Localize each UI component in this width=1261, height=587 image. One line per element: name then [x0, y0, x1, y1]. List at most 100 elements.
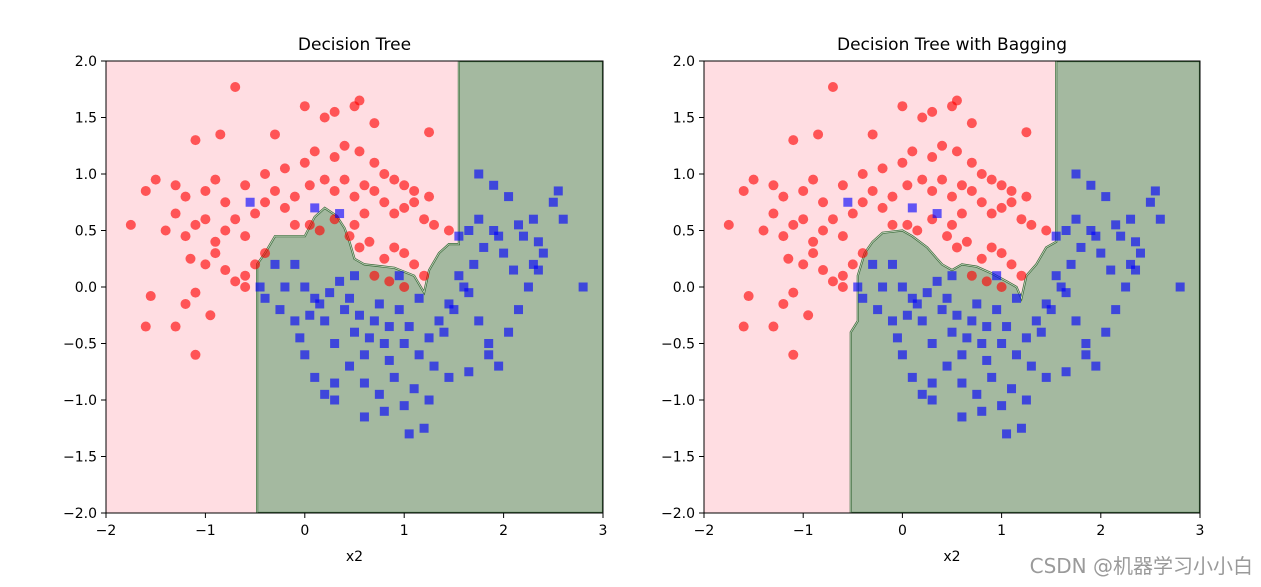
data-point-square [1071, 169, 1081, 179]
y-tick-label: 0.0 [673, 280, 695, 296]
data-point-square [330, 339, 340, 348]
data-point-circle [951, 242, 962, 253]
data-point-circle [359, 208, 370, 219]
data-point-circle [1016, 214, 1027, 225]
data-point-circle [125, 219, 136, 230]
data-point-square [404, 322, 414, 332]
data-point-circle [907, 146, 918, 157]
data-point-circle [200, 214, 211, 225]
data-point-square [340, 305, 350, 315]
data-point-square [310, 372, 320, 382]
data-point-circle [364, 236, 375, 247]
data-point-square [992, 271, 1002, 281]
data-point-square [359, 412, 369, 422]
data-point-square [957, 412, 967, 422]
data-point-circle [399, 248, 410, 259]
data-point-circle [837, 270, 848, 281]
data-point-square [379, 406, 389, 416]
data-point-circle [996, 248, 1007, 259]
data-point-circle [867, 185, 878, 196]
data-point-circle [956, 208, 967, 219]
data-point-circle [758, 225, 769, 236]
data-point-circle [190, 349, 201, 360]
data-point-square [1121, 282, 1131, 292]
data-point-circle [1041, 225, 1052, 236]
x-tick-label: −2 [96, 523, 117, 539]
data-point-circle [996, 202, 1007, 213]
x-tick-label: 0 [898, 523, 907, 539]
data-point-circle [230, 214, 241, 225]
data-point-circle [818, 225, 829, 236]
data-point-circle [419, 214, 430, 225]
data-point-circle [369, 118, 380, 129]
data-point-square [419, 423, 429, 433]
data-point-circle [917, 174, 928, 185]
data-point-square [414, 293, 424, 303]
data-point-circle [788, 219, 799, 230]
y-tick-label: −1.5 [63, 450, 97, 466]
data-point-square [1091, 361, 1101, 371]
data-point-square [389, 372, 399, 382]
data-point-circle [1021, 191, 1032, 202]
data-point-circle [947, 219, 957, 230]
data-point-square [295, 333, 305, 343]
data-point-circle [319, 112, 330, 123]
data-point-square [992, 305, 1002, 315]
y-tick-label: 1.5 [75, 111, 97, 127]
data-point-circle [788, 349, 799, 360]
data-point-circle [339, 174, 350, 185]
data-point-circle [818, 197, 829, 208]
y-tick-label: −0.5 [63, 337, 97, 353]
data-point-square [528, 214, 538, 224]
data-point-circle [961, 236, 972, 247]
data-point-circle [827, 276, 838, 287]
data-point-square [887, 259, 897, 269]
data-point-circle [389, 208, 400, 219]
data-point-square [1111, 305, 1121, 315]
data-point-circle [966, 185, 977, 196]
y-tick-label: −0.5 [661, 337, 695, 353]
data-point-circle [897, 157, 908, 168]
data-point-square [1116, 231, 1126, 241]
data-point-circle [170, 180, 181, 191]
data-point-square [518, 231, 528, 241]
data-point-circle [339, 140, 350, 151]
data-point-circle [200, 185, 211, 196]
data-point-circle [349, 219, 360, 230]
data-point-square [399, 339, 409, 348]
data-point-square [345, 293, 355, 303]
data-point-circle [917, 112, 928, 123]
data-point-circle [808, 248, 819, 259]
data-point-circle [837, 231, 848, 242]
data-point-square [1026, 361, 1036, 371]
data-point-square [310, 293, 320, 303]
data-point-square [1131, 237, 1141, 247]
data-point-circle [902, 219, 913, 230]
data-point-circle [369, 270, 380, 281]
data-point-circle [140, 321, 151, 332]
data-point-square [330, 378, 340, 388]
y-tick-label: 1.5 [673, 111, 695, 127]
data-point-square [912, 299, 922, 309]
y-tick-label: −2.0 [63, 506, 97, 522]
data-point-square [384, 355, 394, 365]
data-point-square [494, 361, 504, 371]
data-point-square [499, 248, 509, 258]
data-point-circle [289, 191, 300, 202]
x-tick-label: 1 [997, 523, 1006, 539]
data-point-square [1002, 429, 1012, 439]
data-point-circle [986, 208, 997, 219]
data-point-circle [240, 231, 251, 242]
data-point-square [1086, 226, 1096, 235]
data-point-square [548, 197, 558, 207]
x-tick-label: 2 [1096, 523, 1105, 539]
data-point-circle [768, 208, 779, 219]
y-tick-label: 0.0 [75, 280, 97, 296]
data-point-square [459, 282, 469, 292]
data-point-circle [190, 135, 201, 146]
data-point-circle [837, 180, 848, 191]
data-point-circle [140, 185, 151, 196]
data-point-square [538, 248, 548, 258]
data-point-circle [399, 282, 410, 292]
data-point-square [1145, 197, 1155, 207]
